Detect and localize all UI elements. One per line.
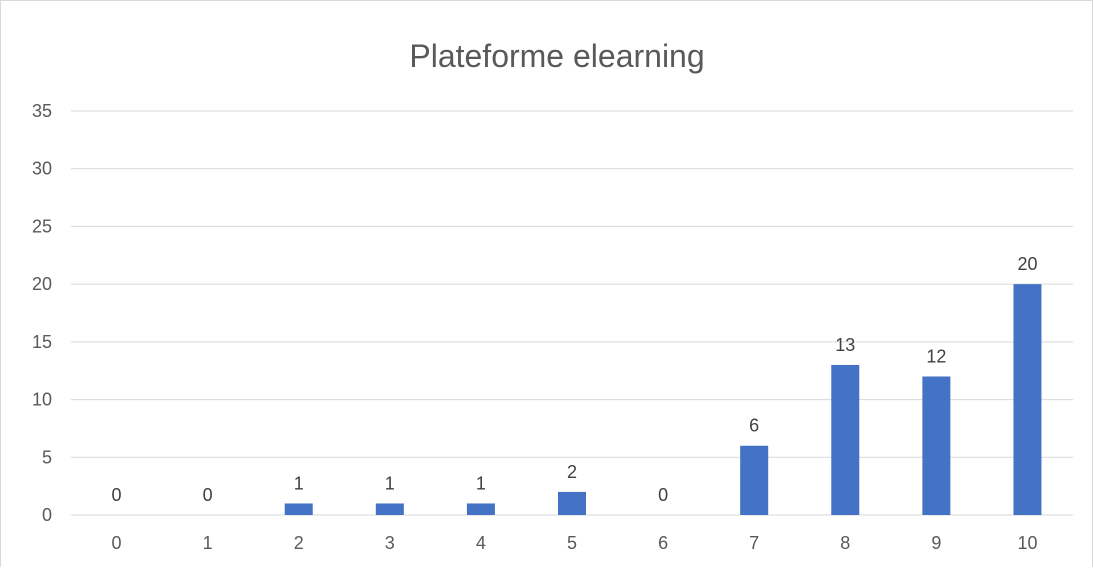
y-tick-label-30: 30 xyxy=(32,159,52,179)
data-label-3: 1 xyxy=(385,473,395,493)
x-tick-label-9: 9 xyxy=(931,533,941,553)
bar-10 xyxy=(1013,284,1042,515)
bar-5 xyxy=(558,491,586,515)
y-tick-label-35: 35 xyxy=(32,101,52,121)
y-axis-ticks: 0 5 10 15 20 25 30 35 xyxy=(32,101,52,525)
x-tick-label-7: 7 xyxy=(749,533,759,553)
y-tick-label-25: 25 xyxy=(32,216,52,236)
chart-title: Plateforme elearning xyxy=(409,38,704,74)
bar-9 xyxy=(922,376,951,515)
data-label-8: 13 xyxy=(835,335,855,355)
x-tick-label-0: 0 xyxy=(112,533,122,553)
data-label-0: 0 xyxy=(112,485,122,505)
y-tick-label-20: 20 xyxy=(32,274,52,294)
bar-2 xyxy=(284,503,313,515)
x-tick-label-3: 3 xyxy=(385,533,395,553)
x-tick-label-6: 6 xyxy=(658,533,668,553)
data-label-1: 0 xyxy=(203,485,213,505)
data-label-10: 20 xyxy=(1017,254,1037,274)
bar-3 xyxy=(375,503,404,515)
bar-4 xyxy=(466,503,495,515)
data-label-9: 12 xyxy=(926,346,946,366)
bar-7 xyxy=(740,445,769,515)
y-tick-label-5: 5 xyxy=(42,447,52,467)
data-label-2: 1 xyxy=(294,473,304,493)
y-tick-label-15: 15 xyxy=(32,332,52,352)
bar-8 xyxy=(831,364,860,515)
x-tick-label-1: 1 xyxy=(203,533,213,553)
y-tick-label-10: 10 xyxy=(32,390,52,410)
data-label-5: 2 xyxy=(567,462,577,482)
data-label-7: 6 xyxy=(749,416,759,436)
x-tick-label-8: 8 xyxy=(840,533,850,553)
data-label-4: 1 xyxy=(476,473,486,493)
x-axis-ticks: 0 1 2 3 4 5 6 7 8 9 10 xyxy=(112,533,1038,553)
x-tick-label-2: 2 xyxy=(294,533,304,553)
data-label-6: 0 xyxy=(658,485,668,505)
gridlines xyxy=(71,110,1073,516)
x-tick-label-4: 4 xyxy=(476,533,486,553)
y-tick-label-0: 0 xyxy=(42,505,52,525)
bars xyxy=(284,284,1042,515)
x-tick-label-10: 10 xyxy=(1017,533,1037,553)
x-tick-label-5: 5 xyxy=(567,533,577,553)
